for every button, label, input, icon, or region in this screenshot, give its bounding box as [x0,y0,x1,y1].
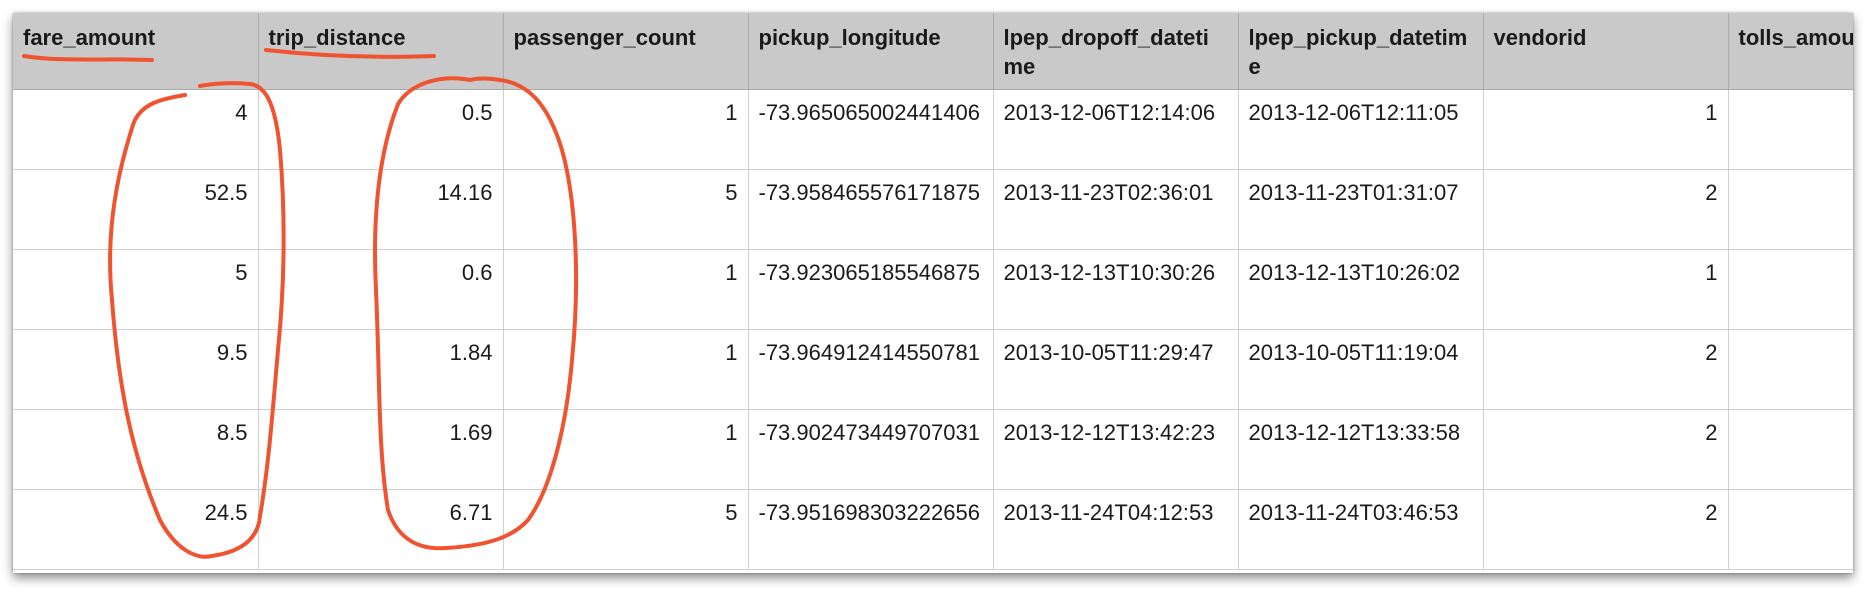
cell-lpep-dropoff-datetime[interactable]: 2013-10-05T11:29:47 [993,329,1239,410]
cell-passenger-count[interactable]: 5 [503,489,749,570]
cell-tolls-amount[interactable] [1728,249,1853,330]
column-header-passenger-count[interactable]: passenger_count [503,13,749,90]
table-row: 52.5 14.16 5 -73.958465576171875 2013-11… [13,169,1853,250]
table-row: 24.5 6.71 5 -73.951698303222656 2013-11-… [13,489,1853,570]
cell-trip-distance[interactable]: 14.16 [258,169,504,250]
cell-passenger-count[interactable]: 1 [503,409,749,490]
cell-lpep-dropoff-datetime[interactable]: 2013-11-24T04:12:53 [993,489,1239,570]
cell-lpep-pickup-datetime[interactable]: 2013-11-24T03:46:53 [1238,489,1484,570]
cell-trip-distance[interactable]: 0.5 [258,89,504,170]
cell-fare-amount[interactable]: 5 [13,249,259,330]
column-header-fare-amount[interactable]: fare_amount [13,13,259,90]
cell-fare-amount[interactable]: 9.5 [13,329,259,410]
cell-lpep-pickup-datetime[interactable]: 2013-10-05T11:19:04 [1238,329,1484,410]
cell-tolls-amount[interactable] [1728,169,1853,250]
cell-pickup-longitude[interactable]: -73.964912414550781 [748,329,994,410]
column-header-tolls-amount[interactable]: tolls_amount [1728,13,1853,90]
cell-lpep-pickup-datetime[interactable]: 2013-12-06T12:11:05 [1238,89,1484,170]
cell-pickup-longitude[interactable]: -73.923065185546875 [748,249,994,330]
column-header-lpep-pickup-datetime[interactable]: lpep_pickup_datetime [1238,13,1484,90]
cell-fare-amount[interactable]: 8.5 [13,409,259,490]
cell-fare-amount[interactable]: 24.5 [13,489,259,570]
cell-trip-distance[interactable]: 6.71 [258,489,504,570]
column-header-pickup-longitude[interactable]: pickup_longitude [748,13,994,90]
cell-passenger-count[interactable]: 1 [503,89,749,170]
table-row: 4 0.5 1 -73.965065002441406 2013-12-06T1… [13,89,1853,170]
data-table: fare_amount trip_distance passenger_coun… [13,13,1853,570]
cell-lpep-pickup-datetime[interactable]: 2013-12-12T13:33:58 [1238,409,1484,490]
cell-tolls-amount[interactable] [1728,89,1853,170]
cell-vendorid[interactable]: 2 [1483,409,1729,490]
cell-pickup-longitude[interactable]: -73.965065002441406 [748,89,994,170]
cell-vendorid[interactable]: 1 [1483,89,1729,170]
cell-vendorid[interactable]: 1 [1483,249,1729,330]
cell-passenger-count[interactable]: 1 [503,329,749,410]
cell-lpep-dropoff-datetime[interactable]: 2013-12-12T13:42:23 [993,409,1239,490]
cell-pickup-longitude[interactable]: -73.958465576171875 [748,169,994,250]
cell-tolls-amount[interactable] [1728,329,1853,410]
cell-trip-distance[interactable]: 1.84 [258,329,504,410]
cell-trip-distance[interactable]: 0.6 [258,249,504,330]
table-row: 5 0.6 1 -73.923065185546875 2013-12-13T1… [13,249,1853,330]
spreadsheet-view: fare_amount trip_distance passenger_coun… [13,13,1853,573]
cell-pickup-longitude[interactable]: -73.951698303222656 [748,489,994,570]
cell-vendorid[interactable]: 2 [1483,329,1729,410]
cell-lpep-pickup-datetime[interactable]: 2013-12-13T10:26:02 [1238,249,1484,330]
cell-passenger-count[interactable]: 5 [503,169,749,250]
cell-lpep-dropoff-datetime[interactable]: 2013-11-23T02:36:01 [993,169,1239,250]
cell-passenger-count[interactable]: 1 [503,249,749,330]
cell-pickup-longitude[interactable]: -73.902473449707031 [748,409,994,490]
cell-vendorid[interactable]: 2 [1483,489,1729,570]
cell-fare-amount[interactable]: 4 [13,89,259,170]
column-header-trip-distance[interactable]: trip_distance [258,13,504,90]
cell-fare-amount[interactable]: 52.5 [13,169,259,250]
cell-lpep-dropoff-datetime[interactable]: 2013-12-13T10:30:26 [993,249,1239,330]
cell-tolls-amount[interactable] [1728,409,1853,490]
table-row: 8.5 1.69 1 -73.902473449707031 2013-12-1… [13,409,1853,490]
cell-lpep-pickup-datetime[interactable]: 2013-11-23T01:31:07 [1238,169,1484,250]
table-row: 9.5 1.84 1 -73.964912414550781 2013-10-0… [13,329,1853,410]
cell-lpep-dropoff-datetime[interactable]: 2013-12-06T12:14:06 [993,89,1239,170]
cell-vendorid[interactable]: 2 [1483,169,1729,250]
column-header-lpep-dropoff-datetime[interactable]: lpep_dropoff_datetime [993,13,1239,90]
column-header-vendorid[interactable]: vendorid [1483,13,1729,90]
cell-trip-distance[interactable]: 1.69 [258,409,504,490]
header-row: fare_amount trip_distance passenger_coun… [13,13,1853,90]
cell-tolls-amount[interactable] [1728,489,1853,570]
